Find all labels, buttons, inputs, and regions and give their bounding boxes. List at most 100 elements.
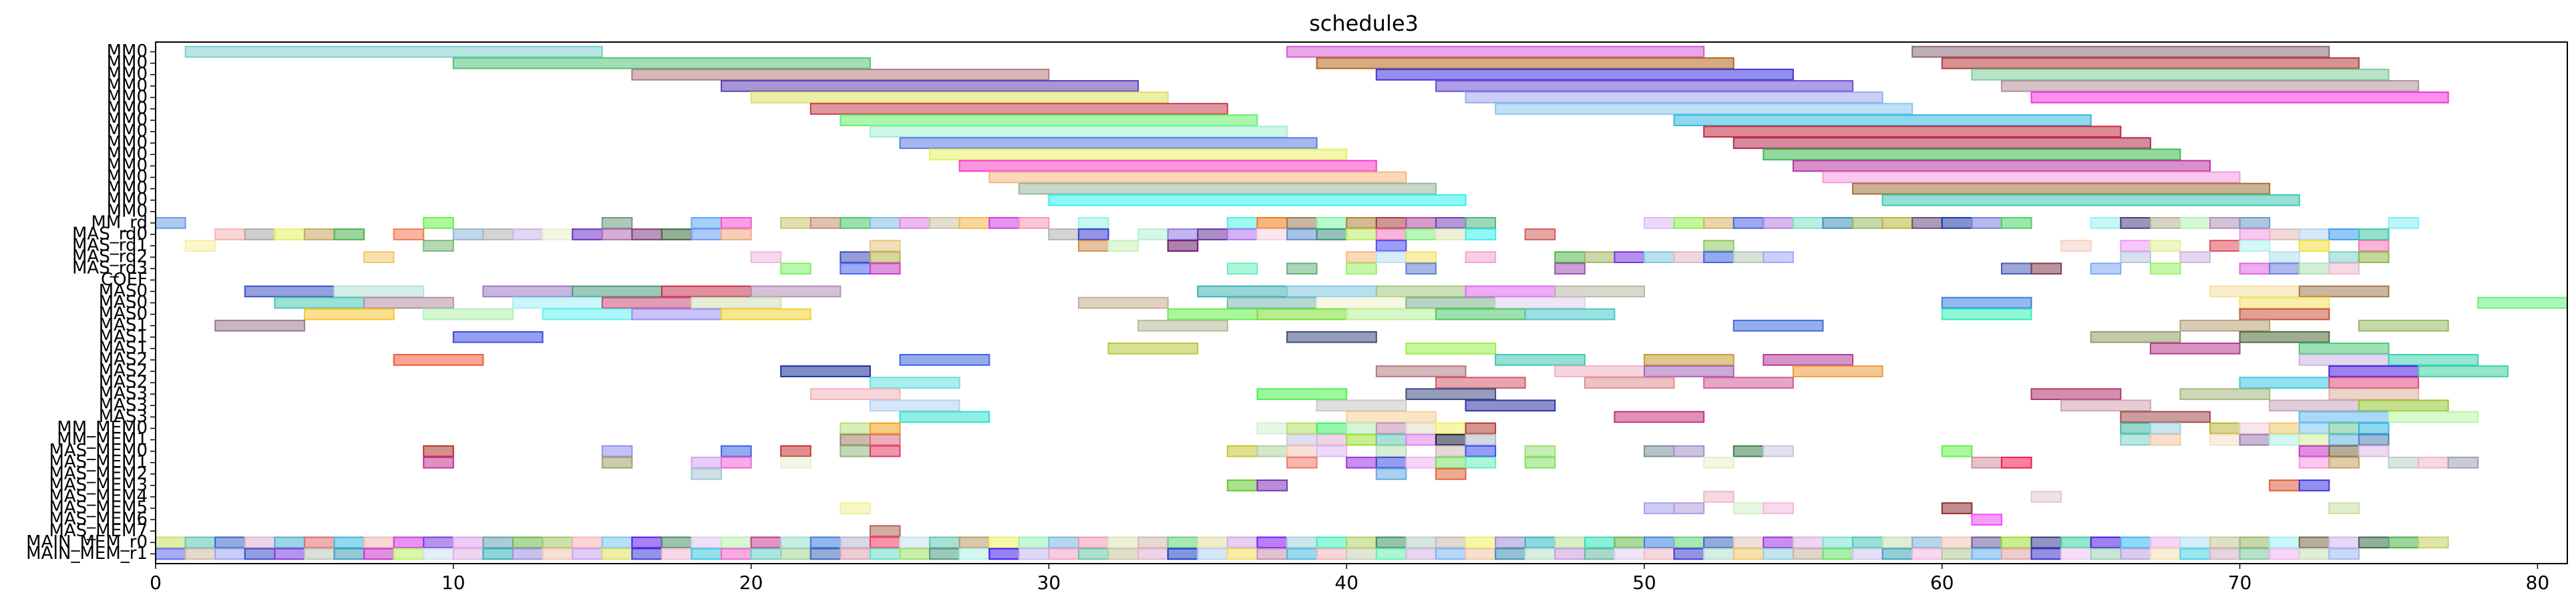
- task-bar: [2328, 433, 2360, 446]
- task-bar: [661, 536, 693, 549]
- task-bar: [601, 536, 633, 549]
- task-bar: [691, 467, 723, 480]
- task-bar: [1226, 296, 1318, 309]
- task-bar: [452, 548, 484, 560]
- task-bar: [1256, 445, 1288, 457]
- task-bar: [2090, 217, 2122, 229]
- task-bar: [1435, 422, 1467, 435]
- task-bar: [542, 308, 633, 321]
- task-bar: [2090, 536, 2122, 549]
- task-bar: [1732, 536, 1765, 549]
- task-bar: [1346, 411, 1437, 423]
- task-bar: [1375, 251, 1407, 264]
- task-bar: [1018, 217, 1050, 229]
- task-bar: [869, 536, 901, 549]
- task-bar: [1346, 422, 1377, 435]
- task-bar: [869, 399, 960, 412]
- task-bar: [840, 433, 871, 446]
- task-bar: [1852, 217, 1883, 229]
- task-bar: [2298, 536, 2330, 549]
- task-bar: [1881, 536, 1913, 549]
- task-bar: [393, 354, 484, 366]
- y-tick-label: MAS3: [99, 395, 148, 415]
- task-bar: [1286, 548, 1318, 560]
- task-bar: [1971, 456, 2002, 469]
- task-bar: [1554, 548, 1586, 560]
- task-bar: [1405, 456, 1437, 469]
- x-tick-label: 50: [1632, 572, 1656, 594]
- y-tick-label: MAS_MEM6: [49, 510, 148, 530]
- task-bar: [333, 285, 425, 298]
- task-bar: [601, 456, 633, 469]
- task-bar: [780, 456, 811, 469]
- task-bar: [2209, 433, 2241, 446]
- task-bar: [1763, 251, 1794, 264]
- task-bar: [1346, 251, 1377, 264]
- task-bar: [2149, 548, 2181, 560]
- y-tick-label: MM0: [107, 75, 148, 95]
- task-bar: [393, 548, 425, 560]
- task-bar: [2358, 433, 2390, 446]
- task-bar: [1435, 228, 1467, 240]
- task-bar: [1644, 445, 1675, 457]
- task-bar: [2388, 456, 2420, 469]
- task-bar: [1286, 262, 1318, 275]
- task-bar: [1644, 548, 1675, 560]
- task-bar: [929, 148, 1348, 161]
- task-bar: [363, 251, 395, 264]
- task-bar: [2239, 331, 2330, 343]
- task-bar: [2149, 536, 2181, 549]
- task-bar: [2209, 422, 2241, 435]
- task-bar: [1286, 228, 1318, 240]
- task-bar: [1077, 217, 1109, 229]
- task-bar: [1554, 536, 1586, 549]
- task-bar: [691, 536, 723, 549]
- task-bar: [274, 548, 305, 560]
- task-bar: [1971, 548, 2002, 560]
- task-bar: [1614, 251, 1646, 264]
- task-bar: [2298, 411, 2390, 423]
- task-bar: [2090, 331, 2181, 343]
- task-bar: [572, 285, 663, 298]
- task-bar: [601, 296, 693, 309]
- task-bar: [1375, 217, 1407, 229]
- task-bar: [1375, 467, 1407, 480]
- task-bar: [1226, 217, 1258, 229]
- task-bar: [780, 262, 811, 275]
- task-bar: [214, 228, 246, 240]
- task-bar: [2149, 433, 2181, 446]
- task-bar: [1316, 536, 1348, 549]
- task-bar: [2269, 479, 2300, 491]
- task-bar: [2179, 319, 2271, 332]
- task-bar: [2269, 536, 2300, 549]
- y-tick-label: MAS_MEM7: [49, 521, 148, 541]
- task-bar: [1911, 45, 2330, 58]
- task-bar: [1286, 433, 1318, 446]
- task-bar: [2239, 433, 2271, 446]
- task-bar: [1346, 308, 1437, 321]
- task-bar: [1346, 228, 1377, 240]
- y-tick-label: MAS_rd2: [72, 247, 148, 267]
- task-bar: [2209, 536, 2241, 549]
- task-bar: [1137, 319, 1228, 332]
- task-bar: [1941, 217, 1973, 229]
- task-bar: [1703, 251, 1734, 264]
- task-bar: [721, 79, 1139, 92]
- task-bar: [1584, 377, 1675, 389]
- task-bar: [2418, 536, 2449, 549]
- task-bar: [1465, 91, 1883, 104]
- task-bar: [750, 536, 782, 549]
- task-bar: [1286, 217, 1318, 229]
- task-bar: [840, 445, 871, 457]
- task-bar: [691, 217, 723, 229]
- task-bar: [1644, 536, 1675, 549]
- task-bar: [1732, 502, 1765, 514]
- task-bar: [2358, 251, 2390, 264]
- task-bar: [1465, 285, 1556, 298]
- task-bar: [572, 228, 603, 240]
- task-bar: [988, 217, 1020, 229]
- y-tick-label: MAIN_MEM_r0: [26, 532, 148, 552]
- task-bar: [1286, 331, 1377, 343]
- task-bar: [1792, 548, 1824, 560]
- task-bar: [2358, 240, 2390, 252]
